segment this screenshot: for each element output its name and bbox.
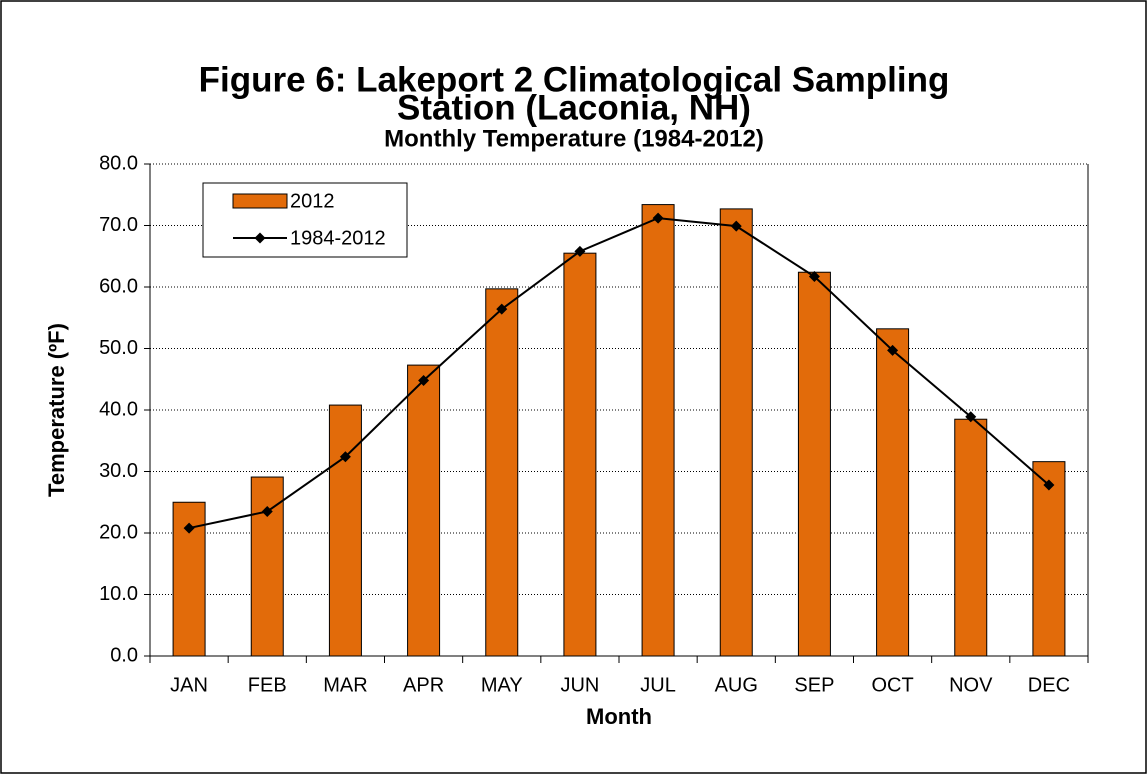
chart-subtitle: Monthly Temperature (1984-2012) [384,125,764,152]
line-marker [965,411,977,423]
y-axis-title: Temperature (ºF) [44,323,69,497]
bar [1032,461,1066,657]
bar [641,204,675,657]
chart-title: Station (Laconia, NH) [397,88,751,127]
x-tick-label: NOV [949,674,993,696]
y-tick-label: 30.0 [99,460,138,482]
x-tick-label: DEC [1028,674,1070,696]
y-tick-label: 80.0 [99,152,138,174]
legend-label: 2012 [290,190,335,212]
legend-label: 1984-2012 [290,227,386,249]
x-tick-label: AUG [715,674,758,696]
bar [797,271,831,657]
line-marker [887,344,899,356]
x-tick-label: FEB [248,674,287,696]
x-tick-label: OCT [871,674,913,696]
y-tick-label: 50.0 [99,337,138,359]
y-tick-label: 20.0 [99,521,138,543]
line [188,217,1050,530]
line-marker [496,303,508,315]
x-tick-label: SEP [794,674,834,696]
legend-swatch-marker [254,232,266,244]
line-marker [183,522,195,534]
chart-title: Figure 6: Lakeport 2 Climatological Samp… [199,60,950,99]
bar [485,288,519,657]
x-axis-title: Month [586,704,652,729]
x-tick-label: JUN [560,674,599,696]
x-tick-label: JUL [640,674,676,696]
bar [954,418,988,657]
y-tick-label: 60.0 [99,275,138,297]
line-marker [652,212,664,224]
y-tick-label: 0.0 [110,644,138,666]
line-marker [339,451,351,463]
line-marker [418,374,430,386]
legend-swatch [232,193,288,209]
line-marker [574,245,586,257]
bar [876,328,910,657]
y-tick-label: 40.0 [99,398,138,420]
y-tick-label: 10.0 [99,583,138,605]
line-marker [730,220,742,232]
bar [328,404,362,657]
x-tick-label: JAN [170,674,208,696]
bar [407,364,441,657]
bar [719,208,753,657]
x-tick-label: MAR [323,674,367,696]
x-tick-label: MAY [481,674,523,696]
line-marker [1043,479,1055,491]
line-marker [261,505,273,517]
y-tick-label: 70.0 [99,214,138,236]
bar [563,252,597,657]
line-marker [808,271,820,283]
x-tick-label: APR [403,674,444,696]
